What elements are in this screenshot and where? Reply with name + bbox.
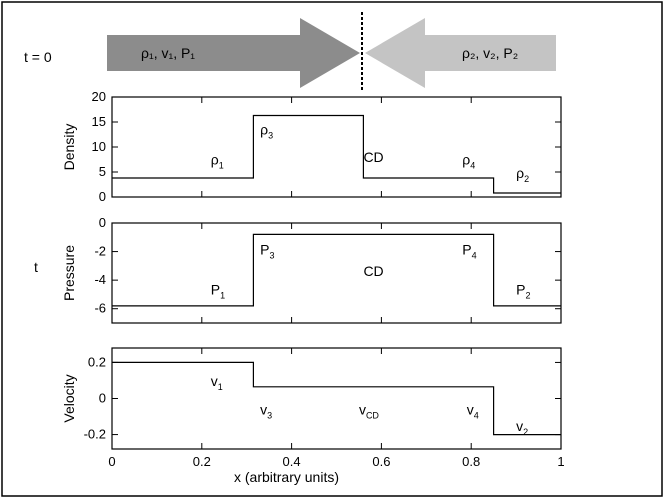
t0-label: t = 0	[24, 49, 52, 65]
annotation-label: vCD	[359, 402, 379, 421]
y-tick-label: -0.2	[84, 427, 106, 442]
series-line-pressure	[112, 233, 561, 307]
t-label: t	[34, 259, 38, 275]
y-tick-label: -4	[94, 272, 106, 287]
annotation-base: v	[516, 418, 523, 434]
left-state-arrow	[107, 18, 360, 88]
annotation-subscript: 1	[219, 161, 224, 171]
x-tick-label: 0.6	[372, 454, 390, 469]
x-axis-label: x (arbitrary units)	[234, 469, 339, 485]
annotation-subscript: 1	[220, 290, 225, 300]
annotation-label: ρ2	[516, 165, 529, 184]
y-tick-label: 0	[99, 189, 106, 204]
annotation-base: CD	[363, 149, 383, 165]
x-tick-label: 1	[557, 454, 564, 469]
annotation-subscript: 2	[523, 427, 528, 437]
series-line-density	[112, 114, 561, 194]
annotation-subscript: 2	[524, 174, 529, 184]
annotation-base: v	[467, 402, 474, 418]
annotation-base: v	[260, 402, 267, 418]
right-state-label: ρ₂, v₂, P₂	[462, 45, 518, 61]
right-state-arrow	[365, 18, 556, 88]
left-state-label: ρ₁, v₁, P₁	[141, 45, 195, 61]
annotation-subscript: 1	[218, 382, 223, 392]
y-tick-label: -6	[94, 301, 106, 316]
annotation-base: v	[359, 402, 366, 418]
x-tick-label: 0.2	[193, 454, 211, 469]
annotation-label: CD	[363, 149, 383, 165]
annotation-base: P	[462, 241, 471, 257]
annotation-base: ρ	[462, 152, 470, 168]
annotation-label: v2	[516, 418, 528, 437]
annotation-label: P1	[211, 281, 225, 300]
y-axis-label: Density	[61, 124, 77, 171]
y-tick-label: 20	[92, 89, 106, 104]
series-line-velocity	[112, 361, 561, 436]
y-tick-label: 0	[99, 391, 106, 406]
y-tick-label: 10	[92, 139, 106, 154]
annotation-label: v3	[260, 402, 272, 421]
annotation-subscript: 4	[474, 411, 479, 421]
annotation-base: ρ	[260, 122, 268, 138]
annotation-label: P3	[260, 241, 274, 260]
y-tick-label: -2	[94, 244, 106, 259]
annotation-base: ρ	[516, 165, 524, 181]
y-axis-label: Pressure	[61, 245, 77, 301]
annotation-subscript: 4	[470, 161, 475, 171]
annotation-base: CD	[363, 263, 383, 279]
annotation-subscript: 4	[472, 250, 477, 260]
plot-area-2	[111, 222, 562, 324]
y-axis-label: Velocity	[61, 374, 77, 422]
annotation-base: P	[260, 241, 269, 257]
y-tick-label: 5	[99, 164, 106, 179]
annotation-label: P2	[516, 281, 530, 300]
y-tick-label: 15	[92, 114, 106, 129]
annotation-subscript: 3	[268, 131, 273, 141]
x-tick-label: 0.8	[462, 454, 480, 469]
y-tick-label: 0.2	[88, 354, 106, 369]
x-tick-label: 0	[108, 454, 115, 469]
y-tick-label: 0	[99, 215, 106, 230]
annotation-label: v4	[467, 402, 479, 421]
x-tick-label: 0.4	[283, 454, 301, 469]
annotation-base: P	[211, 281, 220, 297]
annotation-base: P	[516, 281, 525, 297]
annotation-label: v1	[211, 373, 223, 392]
annotation-base: ρ	[211, 152, 219, 168]
annotation-label: CD	[363, 263, 383, 279]
annotation-subscript: 3	[267, 411, 272, 421]
annotation-subscript: 2	[525, 290, 530, 300]
annotation-subscript: CD	[366, 411, 379, 421]
annotation-label: ρ4	[462, 152, 475, 171]
annotation-label: P4	[462, 241, 476, 260]
annotation-base: v	[211, 373, 218, 389]
annotation-label: ρ3	[260, 122, 273, 141]
annotation-subscript: 3	[270, 250, 275, 260]
annotation-label: ρ1	[211, 152, 224, 171]
